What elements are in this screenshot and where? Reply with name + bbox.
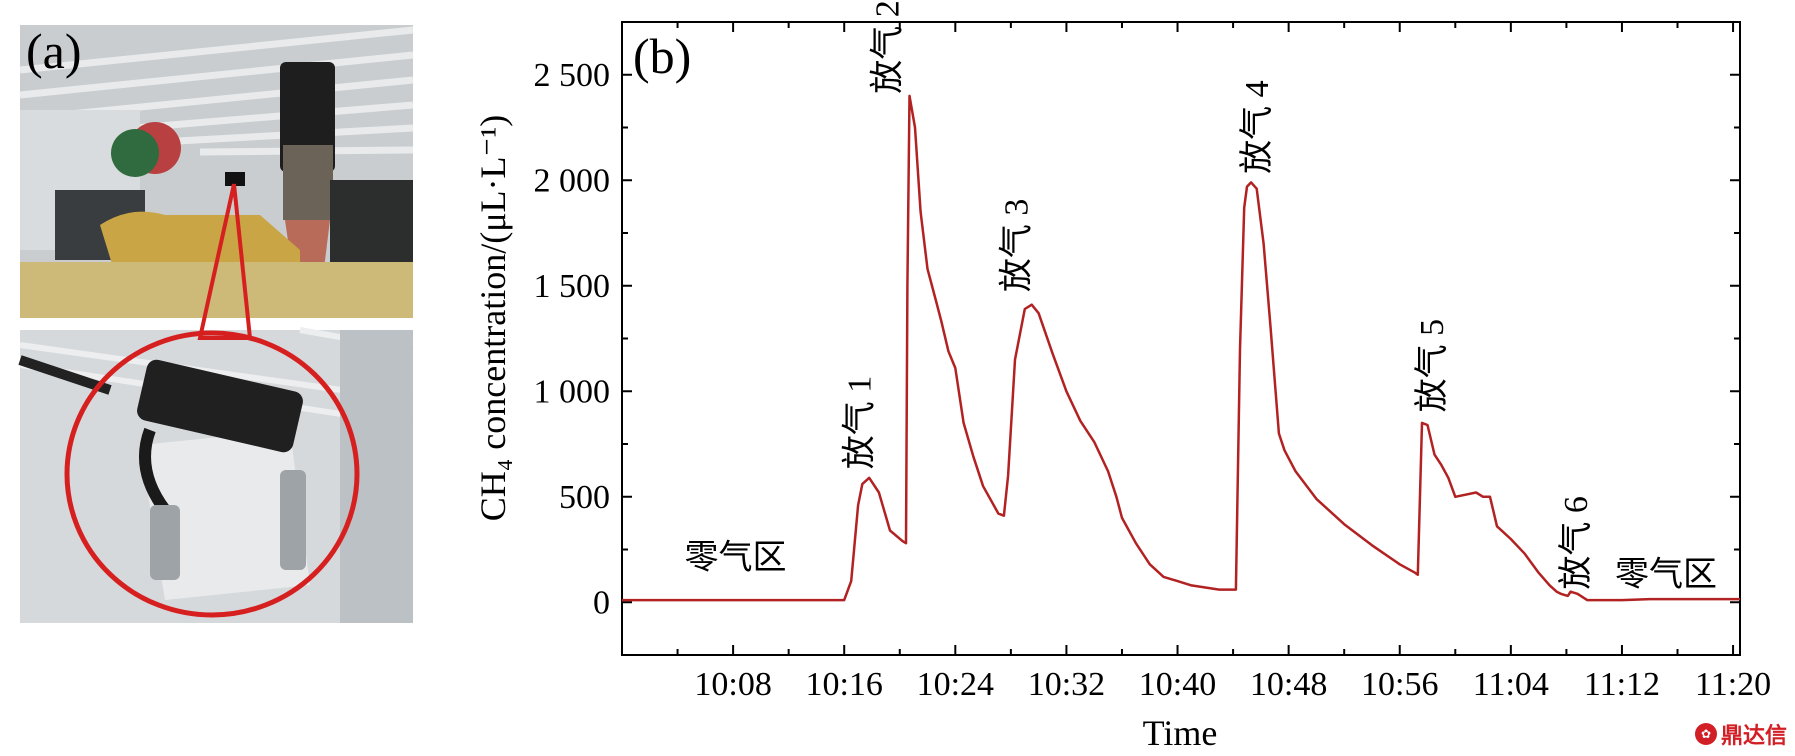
exhaust-bellows [283,145,333,220]
x-tick-label-7: 11:04 [1473,666,1549,703]
dingda-logo-icon: ✿ [1694,723,1717,745]
green-drum [111,129,159,177]
annotation-1: 放气 1 [841,376,879,470]
mounting-plate [140,430,310,600]
y-tick-labels: 0 500 1 000 1 500 2 000 2 500 [534,57,611,622]
annotation-6: 放气 6 [1557,496,1595,590]
callout-marker [64,183,360,618]
sensor-closeup-photo [18,327,414,623]
x-tick-label-9: 11:20 [1695,666,1771,703]
annotation-layer: 零气区 放气 1 放气 2 放气 3 放气 4 放气 5 放气 6 零气区 [685,0,1718,593]
series-line-ch4 [622,94,1740,602]
x-tick-labels: 10:08 10:16 10:24 10:32 10:40 10:48 10:56 11:04… [694,666,1771,703]
x-tick-label-0: 10:08 [694,666,771,703]
exhaust-filter [280,62,335,172]
sensor-mount [225,172,245,186]
right-connector [280,470,306,570]
annotation-0: 零气区 [685,539,787,577]
watermark: ✿ 鼎达信 [1694,718,1787,750]
x-axis-title: Time [1143,713,1218,753]
x-tick-label-4: 10:40 [1139,666,1216,703]
cable [18,355,112,395]
x-tick-label-5: 10:48 [1250,666,1327,703]
watermark-text: 鼎达信 [1720,724,1787,749]
series-layer [622,94,1740,602]
x-tick-label-3: 10:32 [1028,666,1105,703]
panel-a-photos: (a) [18,23,414,623]
panel-a-label: (a) [26,23,82,79]
left-connector [150,505,180,580]
axis-ticks [622,22,1740,655]
annotation-2: 放气 2 [868,0,906,94]
x-tick-label-6: 10:56 [1361,666,1438,703]
x-tick-label-2: 10:24 [917,666,994,703]
sensor-hose [139,427,170,514]
annotation-3: 放气 3 [998,199,1036,293]
annotation-7: 零气区 [1615,555,1717,593]
x-tick-label-8: 11:12 [1584,666,1660,703]
callout-circle [64,330,360,618]
y-tick-label-4: 2 000 [534,162,611,199]
annotation-5: 放气 5 [1413,319,1451,413]
y-tick-label-5: 2 500 [534,57,611,94]
side-wall [340,330,413,623]
sensor-housing [137,359,303,453]
y-tick-label-3: 1 500 [534,268,611,305]
y-tick-label-1: 500 [559,479,610,516]
y-tick-label-0: 0 [593,584,610,621]
x-tick-label-1: 10:16 [805,666,882,703]
y-axis-title: CH₄ concentration/(μL·L⁻¹) [473,115,513,522]
annotation-4: 放气 4 [1238,80,1276,174]
y-tick-label-2: 1 000 [534,373,611,410]
panel-b-label: (b) [633,28,691,84]
